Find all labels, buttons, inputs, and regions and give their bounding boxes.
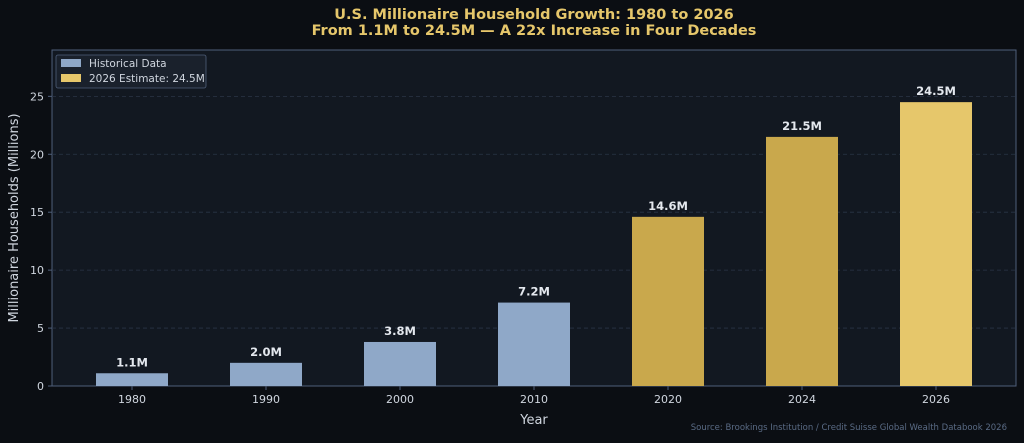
data-label-2010: 7.2M — [518, 285, 550, 299]
data-label-1980: 1.1M — [116, 355, 148, 369]
y-axis: 0 5 10 15 20 25 — [30, 90, 52, 393]
x-tick-label: 2026 — [922, 393, 950, 406]
legend-swatch-estimate — [61, 74, 81, 82]
y-tick-label: 0 — [37, 380, 44, 393]
data-label-2024: 21.5M — [782, 119, 822, 133]
legend: Historical Data 2026 Estimate: 24.5M — [55, 54, 207, 89]
legend-label-estimate: 2026 Estimate: 24.5M — [89, 73, 205, 85]
bar-2000 — [364, 341, 436, 386]
y-tick-label: 15 — [30, 206, 44, 219]
legend-box — [55, 54, 207, 89]
bar-1980 — [96, 373, 168, 386]
x-axis: 1980 1990 2000 2010 2020 2024 2026 — [118, 386, 950, 406]
y-tick-label: 5 — [37, 322, 44, 335]
x-tick-label: 2020 — [654, 393, 682, 406]
chart-subtitle: From 1.1M to 24.5M — A 22x Increase in F… — [312, 23, 757, 39]
data-label-2026: 24.5M — [916, 84, 956, 98]
data-label-2000: 3.8M — [384, 324, 416, 338]
bars — [96, 102, 972, 386]
data-label-2020: 14.6M — [648, 199, 688, 213]
legend-swatch-historical — [61, 59, 81, 67]
y-tick-label: 10 — [30, 264, 44, 277]
bar-2026 — [900, 102, 972, 386]
source-note: Source: Brookings Institution / Credit S… — [691, 423, 1007, 433]
bar-2020 — [632, 216, 704, 386]
chart-title: U.S. Millionaire Household Growth: 1980 … — [334, 7, 733, 23]
x-tick-label: 2000 — [386, 393, 414, 406]
x-tick-label: 2010 — [520, 393, 548, 406]
data-labels: 1.1M 2.0M 3.8M 7.2M 14.6M 21.5M 24.5M — [116, 84, 956, 369]
y-tick-label: 25 — [30, 90, 44, 103]
legend-label-historical: Historical Data — [89, 58, 167, 70]
bar-2010 — [498, 302, 570, 386]
bar-1990 — [230, 362, 302, 386]
y-tick-label: 20 — [30, 148, 44, 161]
x-tick-label: 2024 — [788, 393, 816, 406]
x-axis-title: Year — [519, 413, 548, 428]
x-tick-label: 1990 — [252, 393, 280, 406]
x-tick-label: 1980 — [118, 393, 146, 406]
bar-2024 — [766, 136, 838, 386]
y-axis-title: Millionaire Households (Millions) — [7, 113, 22, 322]
data-label-1990: 2.0M — [250, 345, 282, 359]
